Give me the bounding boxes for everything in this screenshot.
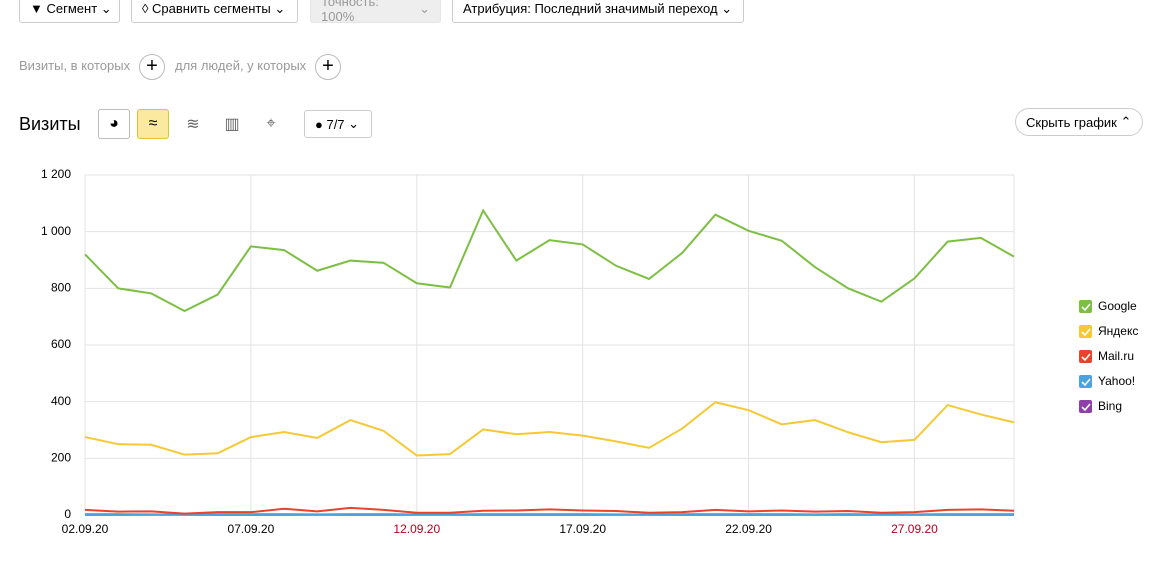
compare-button[interactable]: ◊ Сравнить сегменты ⌄ [131, 0, 298, 23]
label: 7/7 [326, 116, 345, 132]
legend-check [1081, 403, 1091, 412]
map-view[interactable]: ⌖ [266, 115, 276, 132]
y-tick-label: 1 000 [41, 224, 71, 238]
add-visit-filter[interactable]: + [139, 54, 165, 80]
legend-check [1081, 353, 1091, 362]
pie-view[interactable]: ◕ [98, 109, 130, 139]
legend-label: Google [1098, 299, 1137, 313]
filter-label: Визиты, в которых [19, 58, 131, 73]
label: Скрыть график [1026, 114, 1117, 130]
legend-label: Yahoo! [1098, 374, 1135, 388]
legend-label: Яндекс [1098, 324, 1138, 338]
legend-checkbox [1079, 300, 1092, 313]
legend-check [1081, 303, 1091, 312]
x-tick-label: 27.09.20 [891, 522, 938, 536]
segment-button[interactable]: ▼ Сегмент ⌄ [19, 0, 120, 23]
label: Атрибуция: Последний значимый переход [463, 1, 718, 16]
label: Точность: 100% [321, 0, 379, 24]
legend-checkbox [1079, 325, 1092, 338]
x-tick-label: 22.09.20 [725, 522, 772, 536]
y-tick-label: 0 [64, 507, 71, 521]
series-line [84, 208, 1015, 313]
annotations-button[interactable]: ● 7/7 ⌄ [304, 110, 372, 138]
legend-checkbox [1079, 350, 1092, 363]
x-tick-label: 02.09.20 [62, 522, 109, 536]
label: Сегмент [46, 1, 98, 16]
y-tick-label: 600 [51, 337, 71, 351]
series-line [84, 401, 1015, 457]
add-people-filter[interactable]: + [315, 54, 341, 80]
area-view[interactable]: ≋ [186, 116, 200, 133]
legend-checkbox [1079, 375, 1092, 388]
legend-label: Mail.ru [1098, 349, 1134, 363]
line-view[interactable]: ≈ [137, 109, 169, 139]
x-tick-label: 12.09.20 [393, 522, 440, 536]
y-tick-label: 800 [51, 281, 71, 295]
x-tick-label: 07.09.20 [228, 522, 275, 536]
series-line [84, 506, 1015, 515]
attribution-button[interactable]: Атрибуция: Последний значимый переход ⌄ [452, 0, 744, 23]
x-tick-label: 17.09.20 [559, 522, 606, 536]
label: Сравнить сегменты [152, 1, 271, 16]
chart-title: Визиты [19, 114, 81, 134]
accuracy-button[interactable]: Точность: 100% ⌄ [310, 0, 441, 24]
y-tick-label: 200 [51, 451, 71, 465]
y-tick-label: 400 [51, 394, 71, 408]
legend-check [1081, 378, 1091, 387]
legend-label: Bing [1098, 399, 1122, 413]
y-tick-label: 1 200 [41, 167, 71, 181]
bar-view[interactable]: ▥ [224, 116, 240, 133]
legend-checkbox [1079, 400, 1092, 413]
hide-chart-button[interactable]: Скрыть график ⌃ [1015, 108, 1143, 136]
legend-check [1081, 328, 1091, 337]
filter-label: для людей, у которых [175, 58, 307, 73]
